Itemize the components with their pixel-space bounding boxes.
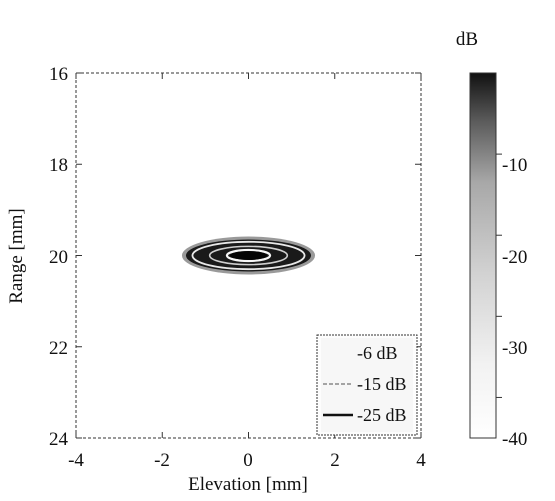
colorbar-tick-label: -30 (502, 338, 527, 359)
focal-spot-core (230, 251, 267, 260)
y-tick-label: 20 (49, 247, 68, 268)
x-tick-label: 4 (416, 450, 426, 471)
y-axis-label: Range [mm] (6, 208, 27, 304)
y-tick-label: 18 (49, 155, 68, 176)
colorbar-ticks (496, 154, 502, 397)
y-tick-label: 16 (49, 64, 68, 85)
legend-entry-15db: -15 dB (357, 374, 407, 394)
colorbar-tick-label: -10 (502, 155, 527, 176)
legend-entry-6db: -6 dB (357, 343, 398, 363)
x-tick-label: 0 (243, 450, 253, 471)
y-tick-label: 24 (49, 429, 69, 450)
x-tick-label: 2 (330, 450, 340, 471)
y-tick-label: 22 (49, 338, 68, 359)
x-axis-label: Elevation [mm] (188, 474, 308, 495)
x-tick-label: -2 (154, 450, 170, 471)
focal-spot (182, 237, 315, 275)
colorbar-tick-label: -40 (502, 429, 527, 450)
colorbar-tick-label: -20 (502, 247, 527, 268)
colorbar-unit-label: dB (456, 29, 478, 50)
x-tick-label: -4 (68, 450, 84, 471)
colorbar (470, 73, 496, 438)
legend-entry-25db: -25 dB (357, 405, 407, 425)
